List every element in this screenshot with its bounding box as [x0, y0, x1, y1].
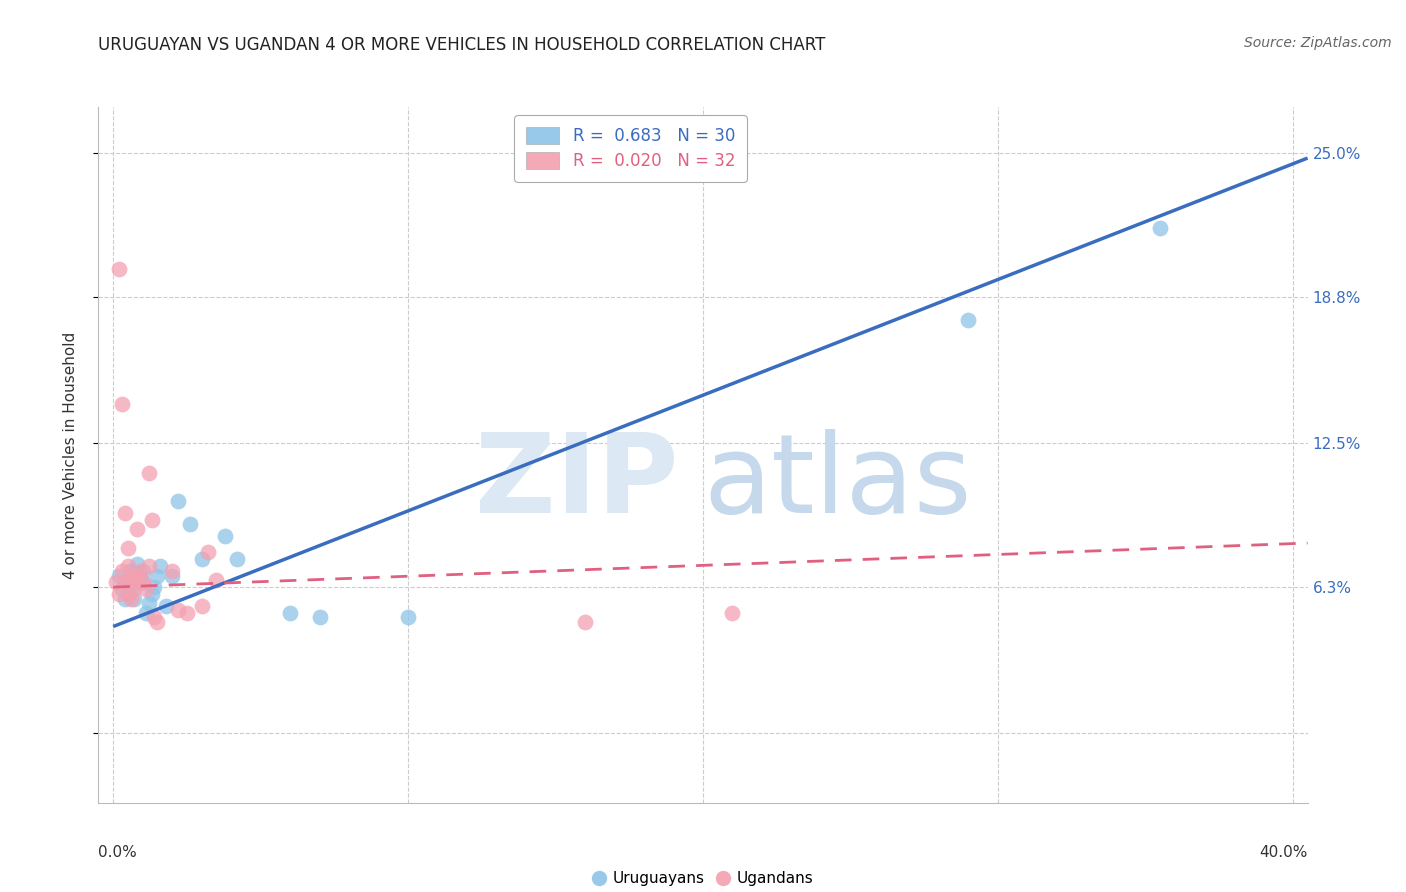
Text: 0.0%: 0.0%	[98, 845, 138, 860]
Point	[128, 564, 150, 578]
Point	[117, 587, 139, 601]
Point	[179, 517, 201, 532]
Point	[141, 513, 163, 527]
Text: ZIP: ZIP	[475, 429, 679, 536]
Point	[214, 529, 236, 543]
Point	[146, 615, 169, 629]
Point	[143, 610, 166, 624]
Point	[114, 506, 136, 520]
Point	[117, 575, 139, 590]
Text: 40.0%: 40.0%	[1260, 845, 1308, 860]
Point	[122, 591, 145, 606]
Point	[131, 564, 153, 578]
Point	[138, 467, 160, 481]
Point	[205, 573, 228, 587]
Point	[125, 557, 148, 571]
Point	[117, 541, 139, 555]
Legend: Uruguayans, Ugandans: Uruguayans, Ugandans	[586, 865, 820, 892]
Point	[122, 582, 145, 597]
Point	[190, 599, 212, 613]
Point	[721, 606, 744, 620]
Point	[1149, 220, 1171, 235]
Text: atlas: atlas	[703, 429, 972, 536]
Point	[176, 606, 198, 620]
Point	[111, 564, 134, 578]
Point	[308, 610, 330, 624]
Point	[131, 575, 153, 590]
Point	[190, 552, 212, 566]
Point	[167, 603, 190, 617]
Point	[122, 578, 145, 592]
Point	[146, 568, 169, 582]
Point	[143, 580, 166, 594]
Point	[138, 559, 160, 574]
Point	[278, 606, 301, 620]
Text: URUGUAYAN VS UGANDAN 4 OR MORE VEHICLES IN HOUSEHOLD CORRELATION CHART: URUGUAYAN VS UGANDAN 4 OR MORE VEHICLES …	[98, 36, 825, 54]
Point	[149, 559, 172, 574]
Point	[120, 591, 142, 606]
Point	[141, 587, 163, 601]
Y-axis label: 4 or more Vehicles in Household: 4 or more Vehicles in Household	[63, 331, 77, 579]
Text: Source: ZipAtlas.com: Source: ZipAtlas.com	[1244, 36, 1392, 50]
Point	[120, 564, 142, 578]
Point	[120, 575, 142, 590]
Point	[117, 559, 139, 574]
Point	[396, 610, 419, 624]
Point	[114, 591, 136, 606]
Point	[155, 599, 177, 613]
Point	[160, 568, 183, 582]
Point	[226, 552, 249, 566]
Point	[111, 582, 134, 597]
Point	[131, 575, 153, 590]
Point	[111, 397, 134, 411]
Point	[135, 606, 157, 620]
Point	[957, 313, 980, 327]
Point	[128, 571, 150, 585]
Point	[160, 564, 183, 578]
Point	[138, 596, 160, 610]
Point	[574, 615, 596, 629]
Point	[135, 582, 157, 597]
Point	[197, 545, 219, 559]
Point	[114, 575, 136, 590]
Point	[108, 262, 131, 277]
Point	[108, 568, 131, 582]
Point	[108, 587, 131, 601]
Point	[125, 568, 148, 582]
Point	[125, 522, 148, 536]
Point	[122, 568, 145, 582]
Point	[167, 494, 190, 508]
Point	[105, 575, 128, 590]
Point	[117, 587, 139, 601]
